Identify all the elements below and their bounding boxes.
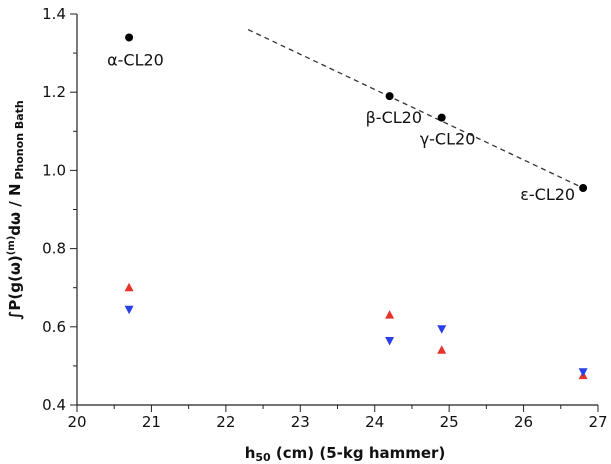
y-axis-title-sub: Phonon Bath: [13, 100, 26, 183]
x-tick-label: 20: [67, 413, 86, 431]
y-tick-label: 0.4: [42, 396, 66, 414]
y-axis-title-sup: (m): [6, 236, 17, 256]
x-axis-title-rest: (cm) (5-kg hammer): [271, 444, 446, 462]
x-axis-title: h50 (cm) (5-kg hammer): [245, 444, 446, 464]
y-tick-label: 1.4: [42, 5, 66, 23]
x-tick-label: 22: [216, 413, 235, 431]
y-tick-label: 1.2: [42, 83, 66, 101]
circle-point: [437, 113, 446, 122]
x-axis-title-sub: 50: [255, 451, 271, 464]
triangle-down-point: [124, 305, 134, 315]
point-label: α-CL20: [107, 50, 164, 69]
x-tick-label: 25: [440, 413, 459, 431]
triangle-down-point: [578, 368, 588, 377]
y-tick-label: 0.8: [42, 240, 66, 258]
trendline-layer: [247, 29, 584, 189]
y-axis-title-main: ∫P(g(ω): [6, 255, 24, 319]
x-tick-label: 27: [588, 413, 607, 431]
circle-point: [385, 92, 394, 101]
triangle-down-point: [437, 325, 447, 334]
x-axis-title-main: h: [245, 444, 256, 462]
dashed-trendline: [247, 29, 584, 189]
axes: 20 21 22 23 24 25 26 27 0.4 0.6 0.8 1.0 1.2 1.4: [42, 5, 607, 431]
circle-point: [125, 33, 134, 42]
triangle-up-point: [124, 282, 134, 292]
data-points: [124, 33, 588, 380]
circle-point: [579, 183, 588, 192]
x-tick-label: 21: [142, 413, 161, 431]
point-label: ε-CL20: [520, 185, 575, 204]
point-label: γ-CL20: [420, 130, 476, 149]
y-axis-title: ∫P(g(ω)(m)dω / N Phonon Bath: [6, 100, 26, 320]
x-tick-label: 23: [291, 413, 310, 431]
y-tick-label: 0.6: [42, 318, 66, 336]
triangle-down-point: [385, 336, 395, 346]
x-tick-label: 26: [514, 413, 533, 431]
point-label: β-CL20: [366, 108, 422, 127]
y-tick-label: 1.0: [42, 161, 66, 179]
triangle-up-point: [385, 310, 395, 319]
point-labels: α-CL20 β-CL20 γ-CL20 ε-CL20: [107, 50, 575, 204]
y-axis-title-mid: dω / N: [6, 183, 24, 235]
triangle-up-point: [437, 345, 447, 354]
x-tick-label: 24: [365, 413, 384, 431]
